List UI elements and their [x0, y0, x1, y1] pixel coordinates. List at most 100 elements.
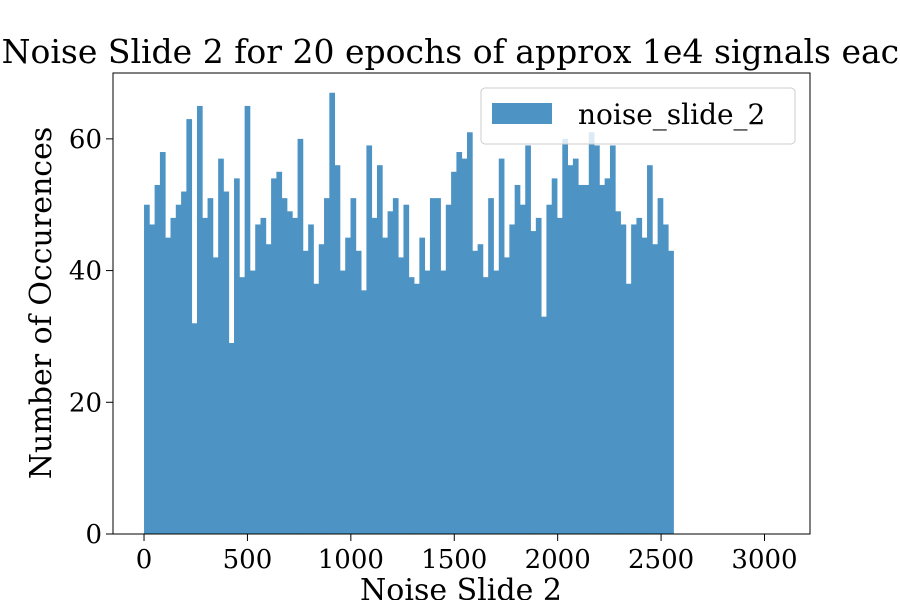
histogram-bar — [456, 152, 463, 534]
histogram-bar — [186, 119, 193, 534]
histogram-bar — [313, 283, 320, 534]
plot-frame — [112, 72, 811, 535]
histogram-bar — [551, 178, 558, 534]
histogram-bar — [414, 283, 420, 534]
histogram-bar — [339, 270, 346, 534]
histogram-bar — [599, 184, 606, 534]
histogram-bar — [350, 198, 357, 534]
histogram-bar — [249, 270, 256, 534]
histogram-bar — [641, 237, 648, 534]
histogram-bar — [631, 224, 637, 534]
histogram-bar — [668, 250, 674, 534]
y-tick-label: 20 — [69, 388, 102, 418]
histogram-bar — [398, 257, 404, 534]
histogram-bar — [562, 138, 568, 535]
histogram-bar — [525, 145, 531, 534]
histogram-bar — [286, 211, 293, 535]
x-tick-label: 2500 — [628, 545, 694, 575]
histogram-bar — [170, 217, 177, 534]
histogram-bar — [244, 105, 251, 535]
histogram-bar — [429, 198, 436, 534]
histogram-bar — [557, 217, 563, 534]
histogram-bar — [181, 191, 187, 535]
x-axis-label: Noise Slide 2 — [360, 573, 562, 600]
histogram-bar — [435, 198, 441, 534]
histogram-bar — [467, 132, 473, 534]
histogram-bar — [255, 224, 261, 534]
histogram-bar — [318, 244, 325, 535]
histogram-bar — [265, 244, 272, 535]
histogram-bar — [424, 270, 431, 534]
bars-group — [144, 92, 674, 535]
histogram-bar — [154, 184, 161, 534]
x-axis-ticks: 0 500 1000 1500 2000 2500 3000 — [136, 534, 798, 575]
histogram-bar — [218, 158, 224, 535]
histogram-bar — [392, 198, 399, 534]
histogram-bar — [408, 277, 415, 534]
histogram-bar — [345, 237, 351, 534]
y-tick-label: 40 — [69, 257, 102, 287]
histogram-bar — [292, 217, 298, 534]
histogram-bar — [504, 257, 510, 534]
y-axis-label: Number of Occurences — [24, 127, 59, 479]
histogram-bar — [578, 184, 584, 534]
histogram-bar — [366, 145, 373, 534]
histogram-bar — [371, 217, 378, 534]
histogram-bar — [207, 198, 214, 534]
histogram-bar — [355, 250, 362, 534]
legend-label: noise_slide_2 — [578, 98, 765, 131]
y-tick-label: 0 — [85, 520, 102, 550]
histogram-bar — [329, 92, 336, 534]
histogram-bar — [324, 198, 330, 534]
histogram-bar — [260, 217, 267, 534]
histogram-bar — [594, 145, 600, 534]
histogram-bar — [625, 283, 632, 534]
histogram-bar — [541, 316, 547, 534]
histogram-bar — [202, 217, 208, 534]
histogram-bar — [403, 204, 410, 534]
histogram-bar — [376, 165, 383, 534]
y-tick-label: 60 — [69, 125, 102, 155]
histogram-bar — [636, 217, 643, 534]
histogram-bar — [159, 152, 166, 534]
x-tick-label: 2000 — [525, 545, 591, 575]
histogram-bar — [149, 224, 156, 534]
x-tick-label: 3000 — [731, 545, 797, 575]
legend-swatch — [492, 103, 552, 124]
histogram-bar — [191, 323, 198, 534]
histogram-bar — [334, 165, 341, 534]
histogram-bar — [477, 244, 484, 535]
histogram-bar — [657, 198, 664, 534]
histogram-bar — [228, 343, 235, 534]
histogram-bar — [662, 224, 669, 534]
histogram-bar — [572, 158, 579, 535]
histogram-bar — [530, 231, 537, 534]
histogram-bar — [652, 244, 659, 535]
histogram-bar — [212, 257, 219, 534]
histogram-bar — [493, 270, 500, 534]
histogram-bar — [239, 277, 246, 534]
histogram-bar — [461, 158, 468, 535]
histogram-bar — [514, 184, 521, 534]
histogram-bar — [271, 178, 277, 534]
histogram-bar — [308, 224, 314, 534]
histogram-bar — [488, 198, 494, 534]
histogram-bar — [451, 171, 457, 535]
x-tick-label: 1500 — [421, 545, 487, 575]
histogram-bar — [615, 211, 621, 535]
histogram-bar — [440, 270, 447, 534]
histogram-bar — [509, 224, 516, 534]
histogram-bar — [567, 165, 574, 534]
histogram-bar — [647, 165, 653, 534]
histogram-bar — [620, 224, 627, 534]
histogram-bar — [175, 204, 182, 534]
histogram-bar — [419, 237, 426, 534]
histogram-bar — [472, 250, 478, 534]
histogram-bar — [583, 184, 590, 534]
legend-frame — [480, 87, 796, 145]
histogram-bar — [535, 217, 542, 534]
histogram-bar — [281, 198, 288, 534]
histogram-bar — [165, 237, 171, 534]
histogram-bar — [609, 145, 616, 534]
